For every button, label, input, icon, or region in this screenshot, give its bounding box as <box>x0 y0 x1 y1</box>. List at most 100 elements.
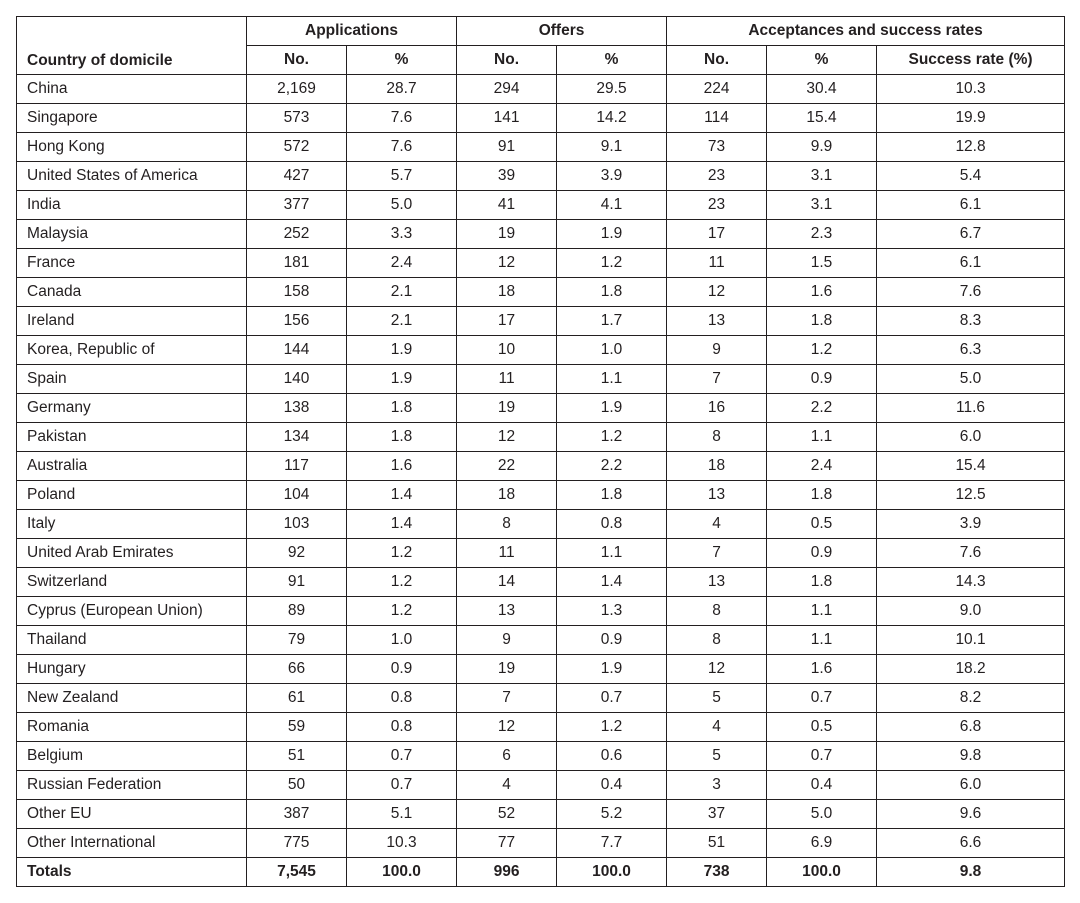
cell-off-no: 91 <box>457 133 557 162</box>
cell-acc-pct: 1.1 <box>767 597 877 626</box>
table-row: Other EU3875.1525.2375.09.6 <box>17 800 1065 829</box>
cell-country: Cyprus (European Union) <box>17 597 247 626</box>
header-group-acceptances: Acceptances and success rates <box>667 17 1065 46</box>
table-row: Singapore5737.614114.211415.419.9 <box>17 104 1065 133</box>
cell-app-pct: 5.0 <box>347 191 457 220</box>
cell-off-pct: 1.7 <box>557 307 667 336</box>
cell-off-pct: 3.9 <box>557 162 667 191</box>
table-row: Romania590.8121.240.56.8 <box>17 713 1065 742</box>
cell-off-pct: 1.8 <box>557 278 667 307</box>
cell-acc-pct: 0.4 <box>767 771 877 800</box>
cell-acc-pct: 3.1 <box>767 191 877 220</box>
cell-success: 7.6 <box>877 539 1065 568</box>
cell-off-pct: 4.1 <box>557 191 667 220</box>
cell-country: Switzerland <box>17 568 247 597</box>
cell-acc-no: 16 <box>667 394 767 423</box>
cell-off-no: 12 <box>457 249 557 278</box>
cell-app-no: 61 <box>247 684 347 713</box>
table-row: Australia1171.6222.2182.415.4 <box>17 452 1065 481</box>
cell-country: Canada <box>17 278 247 307</box>
cell-app-pct: 2.1 <box>347 278 457 307</box>
cell-off-pct: 9.1 <box>557 133 667 162</box>
cell-off-no: 19 <box>457 655 557 684</box>
table-row: Italy1031.480.840.53.9 <box>17 510 1065 539</box>
cell-off-pct: 0.9 <box>557 626 667 655</box>
cell-app-pct: 0.7 <box>347 742 457 771</box>
cell-country: New Zealand <box>17 684 247 713</box>
cell-off-no: 18 <box>457 481 557 510</box>
cell-off-pct: 1.9 <box>557 394 667 423</box>
cell-country: Italy <box>17 510 247 539</box>
table-row: United Arab Emirates921.2111.170.97.6 <box>17 539 1065 568</box>
cell-off-pct: 1.9 <box>557 220 667 249</box>
cell-app-no: 181 <box>247 249 347 278</box>
cell-success: 8.3 <box>877 307 1065 336</box>
cell-acc-pct: 1.8 <box>767 307 877 336</box>
cell-off-no: 9 <box>457 626 557 655</box>
table-row: New Zealand610.870.750.78.2 <box>17 684 1065 713</box>
table-row: Russian Federation500.740.430.46.0 <box>17 771 1065 800</box>
cell-country: Other EU <box>17 800 247 829</box>
table-footer: Totals 7,545 100.0 996 100.0 738 100.0 9… <box>17 858 1065 887</box>
cell-app-pct: 1.4 <box>347 481 457 510</box>
admissions-table: Country of domicile Applications Offers … <box>16 16 1065 887</box>
table-row: Malaysia2523.3191.9172.36.7 <box>17 220 1065 249</box>
cell-country: Germany <box>17 394 247 423</box>
cell-success: 11.6 <box>877 394 1065 423</box>
cell-acc-pct: 1.5 <box>767 249 877 278</box>
totals-off-no: 996 <box>457 858 557 887</box>
cell-app-pct: 1.9 <box>347 365 457 394</box>
cell-off-no: 17 <box>457 307 557 336</box>
table-row: Other International77510.3777.7516.96.6 <box>17 829 1065 858</box>
cell-off-no: 19 <box>457 220 557 249</box>
cell-off-pct: 1.0 <box>557 336 667 365</box>
cell-off-no: 7 <box>457 684 557 713</box>
totals-app-no: 7,545 <box>247 858 347 887</box>
cell-app-pct: 0.8 <box>347 684 457 713</box>
cell-success: 6.1 <box>877 191 1065 220</box>
cell-app-no: 2,169 <box>247 75 347 104</box>
cell-off-no: 8 <box>457 510 557 539</box>
cell-acc-pct: 0.5 <box>767 713 877 742</box>
cell-off-pct: 0.4 <box>557 771 667 800</box>
cell-off-no: 141 <box>457 104 557 133</box>
cell-acc-no: 17 <box>667 220 767 249</box>
table-row: India3775.0414.1233.16.1 <box>17 191 1065 220</box>
cell-success: 6.8 <box>877 713 1065 742</box>
cell-app-pct: 2.4 <box>347 249 457 278</box>
cell-acc-no: 7 <box>667 539 767 568</box>
cell-acc-no: 13 <box>667 481 767 510</box>
cell-off-pct: 1.1 <box>557 539 667 568</box>
table-body: China2,16928.729429.522430.410.3Singapor… <box>17 75 1065 858</box>
cell-success: 6.0 <box>877 423 1065 452</box>
cell-country: Singapore <box>17 104 247 133</box>
cell-app-no: 134 <box>247 423 347 452</box>
cell-country: United States of America <box>17 162 247 191</box>
cell-acc-pct: 1.6 <box>767 655 877 684</box>
cell-acc-pct: 30.4 <box>767 75 877 104</box>
cell-app-no: 377 <box>247 191 347 220</box>
cell-off-no: 39 <box>457 162 557 191</box>
header-country: Country of domicile <box>17 17 247 75</box>
cell-acc-no: 12 <box>667 655 767 684</box>
cell-off-pct: 0.8 <box>557 510 667 539</box>
subheader-off-pct: % <box>557 46 667 75</box>
table-row: Switzerland911.2141.4131.814.3 <box>17 568 1065 597</box>
cell-off-pct: 14.2 <box>557 104 667 133</box>
cell-country: India <box>17 191 247 220</box>
cell-success: 7.6 <box>877 278 1065 307</box>
cell-acc-no: 114 <box>667 104 767 133</box>
cell-off-no: 13 <box>457 597 557 626</box>
totals-acc-pct: 100.0 <box>767 858 877 887</box>
cell-app-pct: 1.8 <box>347 394 457 423</box>
cell-country: United Arab Emirates <box>17 539 247 568</box>
cell-acc-pct: 1.6 <box>767 278 877 307</box>
cell-success: 14.3 <box>877 568 1065 597</box>
cell-country: Thailand <box>17 626 247 655</box>
cell-acc-pct: 1.8 <box>767 568 877 597</box>
cell-acc-no: 4 <box>667 713 767 742</box>
cell-country: Spain <box>17 365 247 394</box>
totals-label: Totals <box>17 858 247 887</box>
cell-success: 19.9 <box>877 104 1065 133</box>
cell-app-no: 92 <box>247 539 347 568</box>
